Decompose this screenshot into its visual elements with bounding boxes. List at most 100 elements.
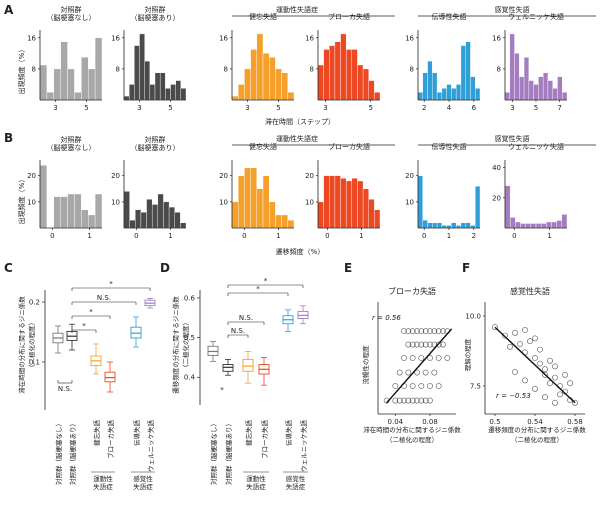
hist-bar: [334, 41, 341, 101]
group-label: 対照群（脳梗塞あり）: [68, 420, 77, 485]
sensory-label-2: 失語症: [286, 482, 306, 491]
hist-bar: [538, 76, 544, 101]
hist-bar: [542, 72, 549, 101]
hist-bar: [170, 84, 176, 101]
scatter-point: [557, 391, 563, 398]
scatter-point: [409, 341, 416, 348]
scatter-point: [532, 385, 538, 392]
scatter-point: [562, 371, 568, 378]
scatter-point: [435, 328, 442, 335]
hist-bar: [60, 41, 68, 101]
d-sig-1-label: *: [264, 277, 268, 285]
hist-xtick-label: 1: [359, 232, 363, 240]
hist-xtick-label: 2: [422, 104, 426, 112]
hist-title: 伝導性失語: [432, 142, 467, 151]
scatter-point: [422, 397, 429, 404]
hist-bar: [561, 214, 568, 229]
hist-ytick-label: 8: [32, 65, 36, 73]
hist-bar: [340, 33, 347, 101]
group-label: 伝導失語: [284, 420, 293, 447]
hist-xtick-label: 3: [53, 104, 57, 112]
hist-ytick-label: 16: [27, 34, 36, 42]
hist-bar: [547, 80, 553, 101]
hist-ytick-label: 20: [111, 172, 120, 180]
hist-bar: [231, 201, 239, 229]
hist-bar: [470, 76, 476, 101]
scatter-point: [427, 328, 433, 335]
hist-bar: [135, 209, 142, 229]
hist-bar: [451, 88, 457, 101]
panel-letter-e: E: [344, 261, 352, 275]
hist-ytick-label: 10: [405, 198, 414, 206]
f-title: 感覚性失語: [510, 286, 550, 296]
scatter-point: [405, 369, 412, 376]
hist-bar: [139, 33, 145, 101]
d-ylabel-2: （二極化の程度）: [181, 319, 190, 371]
hist-bar: [180, 222, 187, 229]
hist-xtick-label: 0: [134, 232, 138, 240]
scatter-point: [401, 328, 407, 335]
scatter-point: [547, 380, 553, 387]
scatter-point: [542, 371, 548, 378]
hist-bar: [81, 57, 89, 101]
hist-bar: [460, 222, 466, 229]
scatter-point: [418, 383, 425, 389]
hist-bar: [432, 72, 438, 101]
hist-ytick-label: 10: [219, 198, 228, 206]
scatter-point: [522, 377, 528, 384]
hist-bar: [465, 41, 471, 101]
hist-bar: [157, 193, 164, 229]
hist-bar: [515, 221, 521, 229]
hist-bar: [151, 204, 159, 229]
hist-title: 伝導性失語: [432, 12, 467, 21]
hist-bar: [88, 68, 96, 101]
hist-xtick-label: 0: [422, 232, 426, 240]
scatter-point: [522, 327, 528, 333]
hist-bar: [374, 209, 381, 229]
hist-subtitle: （脳梗塞あり）: [131, 13, 180, 22]
hist-bar: [535, 223, 542, 229]
hist-ytick-label: 20: [305, 172, 314, 180]
hist-bar: [455, 84, 462, 101]
hist-bar: [351, 49, 358, 101]
scatter-point: [414, 397, 420, 404]
hist-bar: [275, 214, 282, 229]
hist-bar: [357, 64, 364, 101]
hist-ytick-label: 16: [492, 34, 501, 42]
e-xlabel-2: （二極化の程度）: [386, 435, 438, 444]
hist-bar: [345, 180, 353, 229]
hist-bar: [546, 221, 552, 229]
hist-xtick-label: 5: [368, 104, 372, 112]
hist-bar: [67, 193, 75, 229]
hist-bar: [422, 219, 428, 229]
hist-bar: [237, 175, 245, 229]
hist-bar: [362, 188, 369, 229]
hist-bar: [446, 84, 452, 101]
box-body: [242, 358, 254, 372]
hist-xtick-label: 5: [84, 104, 88, 112]
scatter-point: [401, 397, 407, 404]
scatter-point: [542, 394, 548, 401]
fit-line: [386, 328, 453, 404]
hist-ytick-label: 16: [405, 34, 414, 42]
scatter-point: [440, 328, 446, 335]
e-title: ブローカ失語: [388, 286, 436, 296]
e-r-label: r = 0.56: [372, 314, 401, 322]
b-ylabel: 出現頻度（%）: [17, 176, 26, 225]
hist-ytick-label: 20: [492, 194, 501, 202]
hist-bar: [39, 64, 48, 101]
b-group-motor: 運動性失語症: [276, 134, 318, 143]
hist-bar: [244, 167, 251, 229]
hist-xtick-label: 3: [323, 104, 327, 112]
hist-bar: [231, 95, 239, 101]
scatter-point: [422, 328, 429, 335]
boxplot-d: 0.4 0.5 0.6 * * N.S. N.S. *: [184, 277, 309, 405]
hist-bar: [520, 223, 526, 229]
hist-bar: [334, 175, 341, 229]
group-label: 健忘失語: [244, 420, 253, 447]
d-ytick-label: 0.4: [184, 374, 196, 382]
hist-ytick-label: 16: [219, 34, 228, 42]
f-r-label: r = −0.53: [496, 392, 531, 400]
hist-bar: [329, 175, 336, 229]
